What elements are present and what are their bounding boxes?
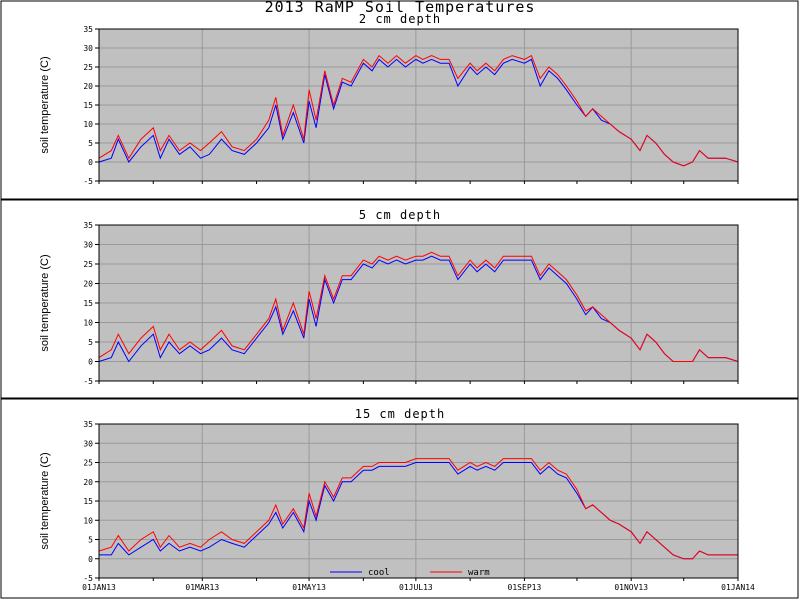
panel-1: -5 0 5 10 15 20 25 30 35 2 cm depth soil temperatu… — [39, 12, 739, 186]
x-tick-label: 01SEP13 — [508, 583, 542, 592]
y-tick-label: 20 — [83, 280, 93, 289]
y-tick-label: -5 — [83, 377, 93, 386]
y-tick-label: 0 — [88, 158, 93, 167]
y-axis-label: soil temperature (C) — [39, 56, 51, 153]
legend-label-cool: cool — [368, 568, 390, 578]
x-tick-label: 01MAR13 — [185, 583, 219, 592]
y-tick-label: 5 — [88, 139, 93, 148]
x-tick-label: 01NOV13 — [614, 583, 648, 592]
y-tick-label: 5 — [88, 338, 93, 347]
chart-title: 15 cm depth — [355, 407, 445, 421]
y-tick-label: 25 — [83, 260, 93, 269]
y-tick-label: 30 — [83, 241, 93, 250]
x-tick-label: 01MAY13 — [292, 583, 326, 592]
chart-title: 5 cm depth — [359, 208, 441, 222]
y-tick-label: 25 — [83, 459, 93, 468]
chart-title: 2 cm depth — [359, 12, 441, 26]
y-tick-label: -5 — [83, 177, 93, 186]
y-tick-label: 15 — [83, 497, 93, 506]
y-tick-label: 25 — [83, 63, 93, 72]
y-tick-label: 0 — [88, 555, 93, 564]
y-tick-label: 35 — [83, 420, 93, 429]
y-tick-label: 5 — [88, 536, 93, 545]
y-tick-label: 20 — [83, 478, 93, 487]
series-line-warm — [98, 458, 738, 560]
y-tick-label: 10 — [83, 120, 93, 129]
series-line-warm — [98, 54, 739, 167]
y-tick-label: 30 — [83, 439, 93, 448]
legend: cool warm — [330, 568, 490, 578]
y-tick-label: 10 — [83, 516, 93, 525]
x-tick-label: 01JUL13 — [399, 583, 433, 592]
panel-frame-3 — [0, 398, 799, 599]
panel-3: -5 0 5 10 15 20 25 30 35 01JAN13 01MAR13 01MAY13 01J… — [39, 407, 755, 592]
y-tick-label: 0 — [88, 358, 93, 367]
y-tick-label: 20 — [83, 82, 93, 91]
x-tick-label: 01JAN14 — [721, 583, 755, 592]
y-axis-label: soil temperature (C) — [39, 452, 51, 549]
series-line-warm — [98, 251, 739, 362]
panel-frame-1 — [0, 0, 799, 200]
y-tick-label: 15 — [83, 299, 93, 308]
y-tick-label: 30 — [83, 44, 93, 53]
legend-label-warm: warm — [468, 568, 490, 578]
panel-frame-2 — [0, 199, 799, 399]
y-tick-label: 35 — [83, 221, 93, 230]
y-tick-label: 10 — [83, 319, 93, 328]
panel-2: -5 0 5 10 15 20 25 30 35 5 cm depth soil temperatu… — [39, 208, 739, 386]
x-tick-label: 01JAN13 — [82, 583, 116, 592]
y-tick-label: 35 — [83, 25, 93, 34]
y-tick-label: -5 — [83, 574, 93, 583]
y-axis-label: soil temperature (C) — [39, 254, 51, 351]
page-title: 2013 RaMP Soil Temperatures — [265, 0, 536, 16]
y-tick-label: 15 — [83, 101, 93, 110]
